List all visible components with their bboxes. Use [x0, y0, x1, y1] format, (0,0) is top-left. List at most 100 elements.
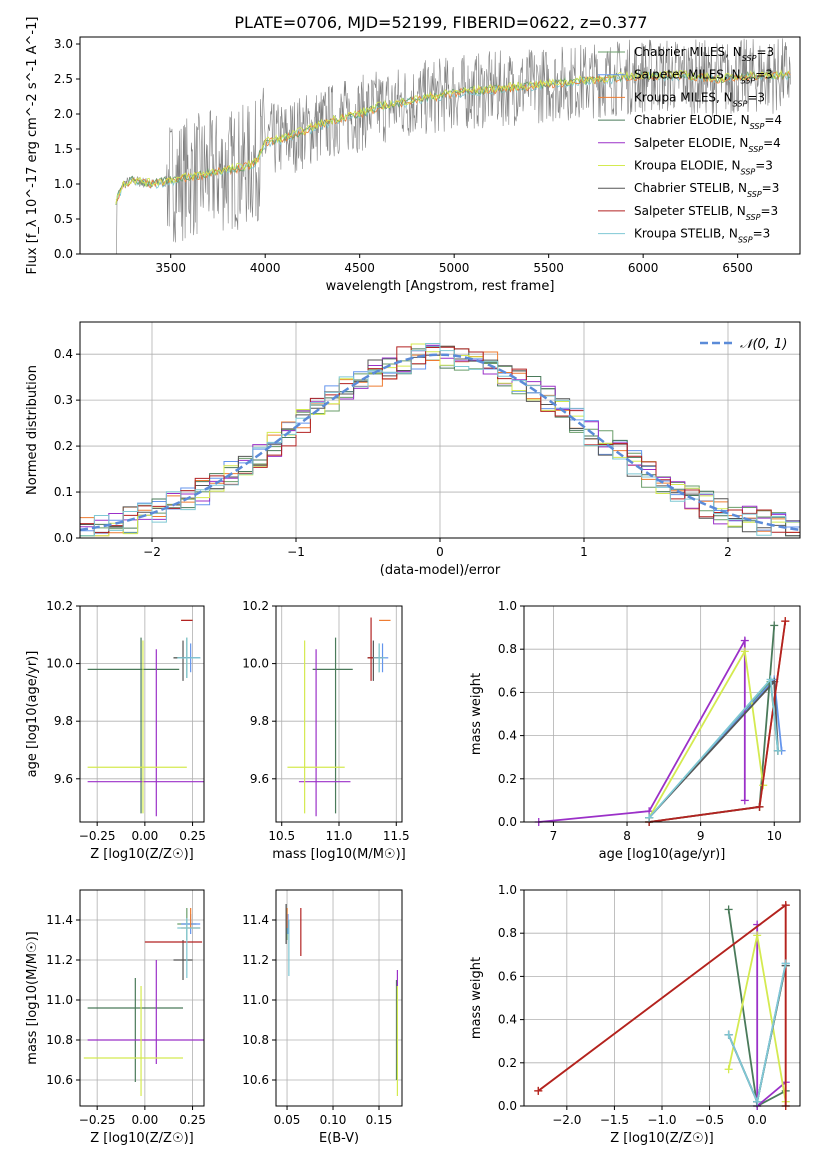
y-tick-label: 0.6 — [498, 969, 517, 983]
y-axis-label: Normed distribution — [25, 365, 40, 495]
x-tick-label: −0.25 — [79, 829, 116, 843]
axes-frame — [79, 36, 801, 255]
y-tick-label: 11.0 — [46, 993, 73, 1007]
x-tick-label: 7 — [550, 829, 558, 843]
y-axis-label: mass weight — [469, 673, 484, 755]
x-tick-label: 8 — [623, 829, 631, 843]
y-axis-label: mass weight — [469, 957, 484, 1039]
x-tick-label: 5000 — [439, 261, 470, 275]
axes-frame — [275, 889, 403, 1107]
gaussian-curve — [79, 353, 801, 532]
axes-mass_weight_vs_age: 7 8 9 10 0.0 0.2 0.4 0.6 0.8 1.0 age [log10(age/yr… — [469, 599, 801, 862]
legend-label: Kroupa ELODIE, NSSP=3 — [634, 159, 773, 177]
x-tick-label: 0.00 — [132, 829, 159, 843]
x-tick-label: 5500 — [533, 261, 564, 275]
y-tick-label: 1.5 — [54, 142, 73, 156]
y-tick-label: 2.5 — [54, 72, 73, 86]
x-axis-label: Z [log10(Z/Z☉)] — [90, 1131, 194, 1146]
x-tick-label: −0.25 — [79, 1113, 116, 1127]
x-tick-label: 11.5 — [383, 829, 410, 843]
x-tick-label: −0.5 — [695, 1113, 724, 1127]
x-tick-label: 10.5 — [268, 829, 295, 843]
x-axis-label: E(B-V) — [319, 1131, 359, 1146]
y-tick-label: 10.6 — [242, 1073, 269, 1087]
x-tick-label: −1.0 — [647, 1113, 676, 1127]
y-tick-label: 1.0 — [498, 883, 517, 897]
x-tick-label: 0.0 — [748, 1113, 767, 1127]
y-tick-label: 10.8 — [242, 1033, 269, 1047]
y-tick-label: 0.3 — [54, 393, 73, 407]
spectrum-data-line — [115, 38, 791, 254]
y-tick-label: 0.4 — [54, 347, 73, 361]
axes-mass_vs_Z: −0.25 0.00 0.25 10.6 10.8 11.0 11.2 11.4 Z [log1… — [25, 889, 206, 1146]
y-tick-label: 9.8 — [250, 714, 269, 728]
y-tick-label: 0.0 — [498, 1099, 517, 1113]
x-tick-label: 4000 — [250, 261, 281, 275]
x-axis-label: wavelength [Angstrom, rest frame] — [326, 279, 555, 294]
x-tick-label: 6000 — [628, 261, 659, 275]
x-axis-label: age [log10(age/yr)] — [599, 847, 726, 862]
x-tick-label: 0.00 — [132, 1113, 159, 1127]
y-tick-label: 10.6 — [46, 1073, 73, 1087]
y-tick-label: 10.8 — [46, 1033, 73, 1047]
axes-spectrum: 3500 4000 4500 5000 5500 6000 6500 0.0 0.5 1.0 1.5… — [25, 17, 801, 294]
legend-label: Salpeter MILES, NSSP=3 — [634, 68, 773, 86]
axes-frame — [275, 605, 403, 823]
y-tick-label: 9.6 — [54, 772, 73, 786]
y-tick-label: 0.8 — [498, 642, 517, 656]
y-tick-label: 0.0 — [54, 531, 73, 545]
axes-mass_vs_EBV: 0.05 0.10 0.15 10.6 10.8 11.0 11.2 11.4 E(B-V) — [242, 889, 403, 1146]
y-tick-label: 11.4 — [242, 913, 269, 927]
y-tick-label: 1.0 — [54, 177, 73, 191]
x-tick-label: 11.0 — [326, 829, 353, 843]
y-tick-label: 0.1 — [54, 485, 73, 499]
x-tick-label: 0.25 — [179, 829, 206, 843]
y-axis-label: mass [log10(M/M☉)] — [25, 931, 40, 1064]
legend-label: Chabrier STELIB, NSSP=3 — [634, 181, 779, 199]
x-tick-label: 0.25 — [179, 1113, 206, 1127]
x-axis-label: Z [log10(Z/Z☉)] — [90, 847, 194, 862]
gaussian-legend-label: 𝒩(0, 1) — [740, 337, 787, 352]
y-tick-label: 3.0 — [54, 37, 73, 51]
x-tick-label: 1 — [580, 545, 588, 559]
spectrum-model-line — [115, 69, 791, 205]
legend-label: Chabrier MILES, NSSP=3 — [634, 45, 774, 63]
y-tick-label: 11.2 — [242, 953, 269, 967]
x-tick-label: 10 — [767, 829, 782, 843]
y-tick-label: 1.0 — [498, 599, 517, 613]
axes-age_vs_Z: −0.25 0.00 0.25 9.6 9.8 10.0 10.2 Z [log10(Z/Z☉… — [25, 599, 206, 862]
y-tick-label: 0.2 — [498, 1056, 517, 1070]
axes-layer: 3500 4000 4500 5000 5500 6000 6500 0.0 0.5 1.0 1.5… — [25, 17, 801, 1146]
y-tick-label: 10.0 — [46, 657, 73, 671]
x-axis-label: (data-model)/error — [380, 563, 501, 578]
x-tick-label: 0.15 — [366, 1113, 393, 1127]
y-tick-label: 2.0 — [54, 107, 73, 121]
y-tick-label: 0.2 — [498, 772, 517, 786]
histogram-step-line — [80, 343, 800, 537]
axes-frame — [523, 605, 801, 823]
y-tick-label: 10.0 — [242, 657, 269, 671]
figure-title: PLATE=0706, MJD=52199, FIBERID=0622, z=0… — [234, 13, 647, 32]
y-tick-label: 11.0 — [242, 993, 269, 1007]
y-tick-label: 0.2 — [54, 439, 73, 453]
spectrum-model-line — [115, 71, 791, 201]
y-tick-label: 0.4 — [498, 729, 517, 743]
axes-frame — [79, 321, 801, 539]
y-tick-label: 10.2 — [46, 599, 73, 613]
mass-weight-line — [648, 648, 765, 819]
x-tick-label: 0 — [436, 545, 444, 559]
axes-age_vs_mass: 10.5 11.0 11.5 9.6 9.8 10.0 10.2 mass [log10(M/… — [242, 599, 409, 862]
axes-mass_weight_vs_Z: −2.0 −1.5 −1.0 −0.5 0.0 0.0 0.2 0.4 0.6 0.8 1.0 Z [… — [469, 883, 801, 1146]
y-tick-label: 0.0 — [54, 247, 73, 261]
spectrum-legend: Chabrier MILES, NSSP=3 Salpeter MILES, NS… — [598, 45, 782, 244]
x-tick-label: −2.0 — [552, 1113, 581, 1127]
legend-label: Salpeter STELIB, NSSP=3 — [634, 204, 778, 222]
y-tick-label: 0.5 — [54, 212, 73, 226]
x-axis-label: mass [log10(M/M☉)] — [272, 847, 405, 862]
y-axis-label: age [log10(age/yr)] — [25, 651, 40, 778]
x-axis-label: Z [log10(Z/Z☉)] — [610, 1131, 714, 1146]
y-tick-label: 10.2 — [242, 599, 269, 613]
y-tick-label: 11.2 — [46, 953, 73, 967]
